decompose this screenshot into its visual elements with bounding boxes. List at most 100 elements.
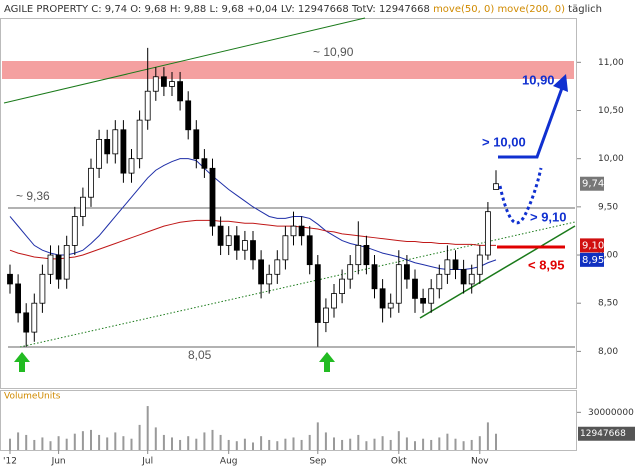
annotation: > 9,10 [530, 209, 567, 224]
volume-bar [430, 439, 433, 450]
volume-bar [106, 437, 109, 450]
price-label: 8,95 [582, 255, 604, 266]
quote: C: 9,74 O: 9,68 H: 9,88 L: 9,68 +0,04 LV… [91, 4, 430, 15]
candle-body [290, 225, 297, 237]
candle-body [112, 129, 119, 155]
ma-line [9, 158, 497, 270]
candle-body [493, 183, 499, 190]
volume-bar [389, 439, 392, 450]
x-tick-label: Aug [220, 457, 238, 467]
candle-body [468, 273, 475, 285]
volume-bar [276, 441, 279, 450]
annotation: ~ 9,36 [16, 189, 50, 203]
candle-body [128, 158, 135, 174]
pullback-path [498, 167, 543, 225]
support-line [419, 225, 576, 319]
volume-bar [365, 441, 368, 450]
candle-body [363, 244, 370, 266]
y-tick-label: 9,00 [598, 251, 618, 261]
volume-bar [486, 422, 489, 450]
candle-body [209, 167, 216, 227]
volume-bar [324, 432, 327, 450]
volume-bar [292, 437, 295, 450]
candle-body [331, 293, 337, 309]
trend-line [3, 17, 366, 104]
x-tick-label: Jun [51, 457, 66, 467]
volume-bar [187, 436, 190, 450]
price-label: 9,74 [582, 179, 604, 190]
candle-body [266, 273, 273, 285]
volume-bar [81, 431, 84, 450]
candle-body [314, 264, 321, 323]
up-arrow [14, 352, 30, 372]
volume-bar [146, 406, 149, 450]
volume-bar [252, 442, 254, 450]
candle-body [379, 288, 386, 309]
volume-bar [268, 439, 271, 450]
y-tick-label: 30000000 [588, 408, 634, 418]
volume-bar [495, 433, 497, 450]
candle-body [436, 273, 443, 290]
candle-body [88, 167, 94, 198]
candle-body [217, 225, 224, 246]
volume-bar [9, 438, 11, 450]
candle-body [7, 273, 13, 285]
candle-body [274, 259, 281, 275]
y-tick-label: 11,00 [598, 58, 624, 68]
candle-body [428, 288, 435, 304]
volume-bar [171, 437, 173, 450]
candle-body [412, 278, 418, 299]
header: AGILE PROPERTY C: 9,74 O: 9,68 H: 9,88 L… [4, 4, 602, 15]
candle-body [241, 240, 248, 251]
volume-bar [49, 441, 52, 450]
volume-bar [25, 434, 28, 450]
volume-bar [114, 432, 117, 450]
candle-body [71, 216, 78, 246]
candle-body [193, 129, 200, 160]
annotation: 8,05 [188, 348, 212, 362]
value-box [578, 426, 635, 441]
volume-bar [179, 439, 182, 450]
support-line [19, 221, 576, 348]
volume-bar [195, 438, 198, 450]
candle-body [63, 244, 70, 280]
volume-bar [33, 439, 36, 450]
volume-bar [90, 429, 92, 450]
volume-bar [316, 422, 319, 450]
candle-body [120, 129, 127, 174]
candle-body [39, 273, 46, 304]
volume-bar [405, 437, 408, 450]
volume-bar [260, 436, 263, 450]
volume-bar [98, 434, 101, 450]
volume-bar [308, 434, 311, 450]
volume-title: VolumeUnits [4, 392, 61, 402]
volume-panel [0, 390, 577, 451]
price-box [580, 176, 604, 191]
candle-body [444, 259, 451, 275]
volume-bar [357, 434, 360, 450]
annotation: > 10,00 [482, 134, 526, 149]
arrow-head [553, 74, 568, 92]
candle-body [23, 312, 30, 333]
volume-bar [122, 436, 125, 450]
annotation: ~ 10,90 [313, 45, 354, 59]
stock-name: AGILE PROPERTY [4, 4, 89, 15]
y-tick-label: 8,50 [598, 299, 618, 309]
volume-bar [73, 433, 76, 450]
volume-bar [130, 438, 133, 450]
candle-body [31, 302, 38, 333]
candle-body [152, 76, 159, 92]
candle-body [420, 297, 427, 304]
volume-bar [373, 438, 376, 450]
volume-bar [349, 438, 352, 450]
price-box [580, 238, 604, 253]
volume-bar [203, 432, 206, 450]
candle-body [15, 283, 22, 314]
candle-body [403, 264, 410, 280]
candle-body [355, 244, 362, 266]
volume-bar [227, 439, 230, 450]
volume-bar [243, 438, 246, 450]
volume-bar [422, 438, 425, 450]
candle-body [282, 235, 289, 261]
candle-body [185, 100, 192, 131]
